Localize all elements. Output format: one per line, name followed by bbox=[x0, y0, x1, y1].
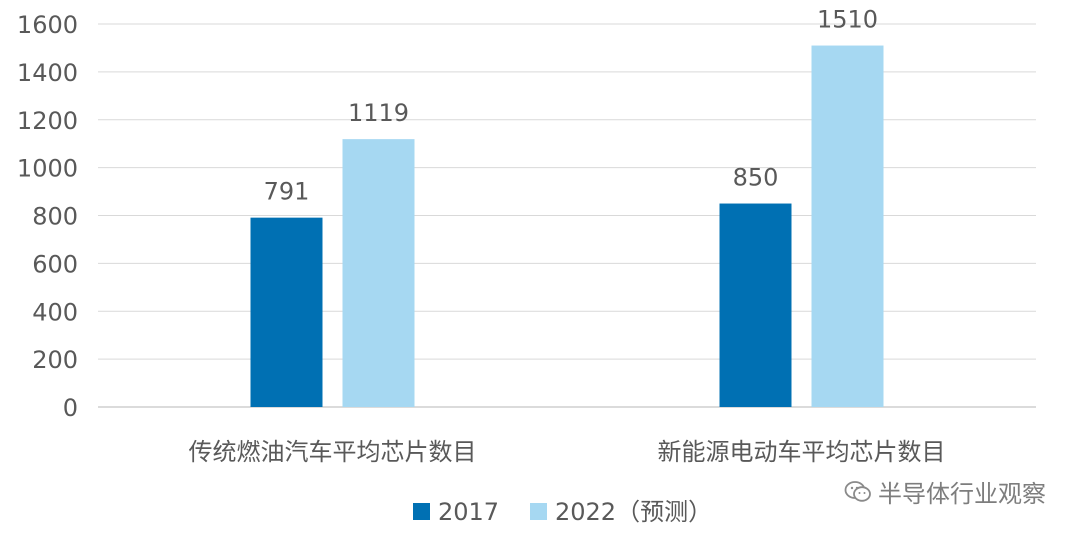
y-tick-label: 600 bbox=[32, 250, 78, 278]
legend-swatch bbox=[413, 503, 430, 520]
data-labels: 791 1119 850 1510 bbox=[264, 6, 878, 206]
y-tick-label: 1200 bbox=[17, 107, 78, 135]
y-tick-label: 0 bbox=[63, 394, 78, 422]
watermark: 半导体行业观察 bbox=[844, 474, 1046, 509]
bar bbox=[250, 217, 323, 407]
y-tick-label: 800 bbox=[32, 203, 78, 231]
legend-label: 2022（预测） bbox=[555, 498, 712, 526]
x-axis-labels: 传统燃油汽车平均芯片数目 新能源电动车平均芯片数目 bbox=[189, 438, 946, 466]
data-label: 1510 bbox=[817, 6, 878, 34]
y-tick-label: 1600 bbox=[17, 11, 78, 39]
gridlines bbox=[98, 23, 1036, 408]
y-axis-ticks: 0 200 400 600 800 1000 1200 1400 1600 bbox=[17, 11, 78, 422]
wechat-icon bbox=[844, 480, 872, 504]
y-tick-label: 1400 bbox=[17, 59, 78, 87]
x-category-label: 传统燃油汽车平均芯片数目 bbox=[189, 438, 477, 466]
bars bbox=[250, 45, 884, 407]
legend-swatch bbox=[530, 503, 547, 520]
data-label: 1119 bbox=[348, 99, 409, 127]
bar bbox=[342, 139, 415, 407]
data-label: 850 bbox=[733, 164, 779, 192]
y-tick-label: 1000 bbox=[17, 155, 78, 183]
data-label: 791 bbox=[264, 178, 310, 206]
y-tick-label: 200 bbox=[32, 346, 78, 374]
y-tick-label: 400 bbox=[32, 298, 78, 326]
x-category-label: 新能源电动车平均芯片数目 bbox=[658, 438, 946, 466]
bar bbox=[719, 203, 792, 407]
legend: 2017 2022（预测） bbox=[413, 498, 712, 526]
watermark-text: 半导体行业观察 bbox=[878, 480, 1046, 508]
legend-label: 2017 bbox=[438, 498, 499, 526]
bar bbox=[811, 45, 884, 407]
